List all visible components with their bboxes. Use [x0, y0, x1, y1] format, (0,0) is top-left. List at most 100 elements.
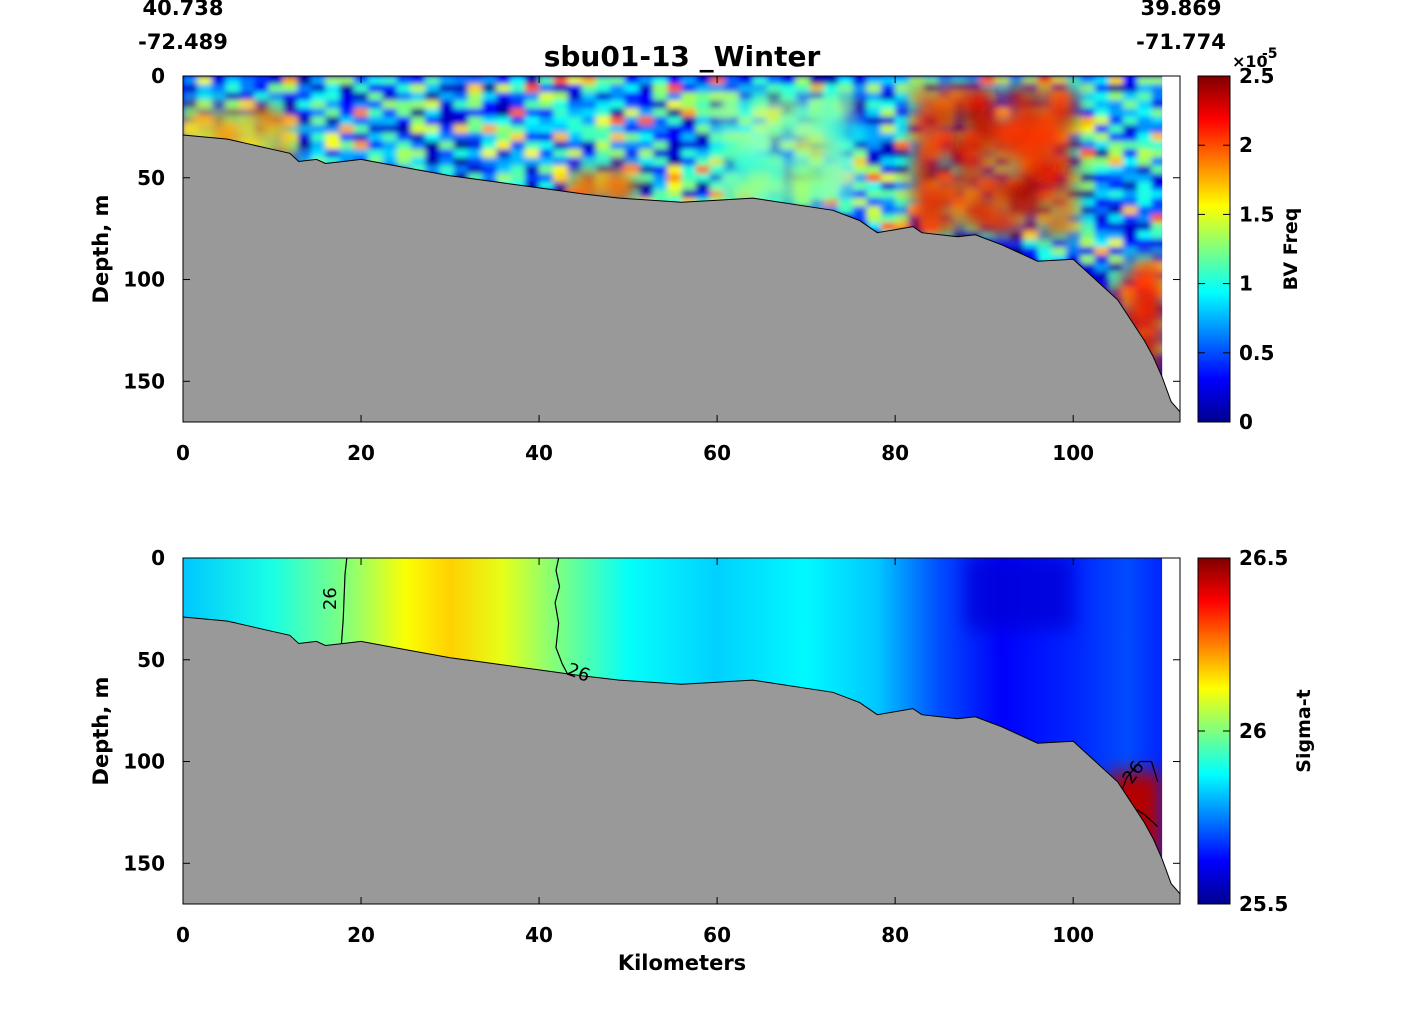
bv-freq-cell [396, 132, 412, 142]
bv-freq-cell [624, 108, 640, 118]
x-tick-label: 20 [347, 923, 375, 947]
bv-freq-cell [1137, 108, 1153, 118]
bv-freq-cell [581, 132, 597, 142]
bv-freq-cell [439, 149, 455, 158]
bv-freq-patch [565, 183, 582, 195]
bv-freq-patch [979, 135, 996, 146]
bv-freq-cell [1023, 246, 1039, 256]
bv-freq-cell [923, 84, 939, 93]
bv-freq-cell [923, 157, 939, 166]
bv-freq-cell [1123, 100, 1139, 109]
bv-freq-patch [579, 183, 596, 195]
bv-freq-patch [743, 153, 760, 164]
bv-freq-cell [610, 124, 626, 134]
bv-freq-patch [979, 175, 996, 186]
bv-freq-patch [939, 110, 956, 121]
bv-freq-patch [993, 135, 1010, 146]
bv-freq-patch [1135, 267, 1152, 278]
bv-freq-cell [695, 165, 711, 175]
bv-freq-patch [1019, 110, 1036, 121]
bv-freq-cell [1137, 116, 1153, 126]
bv-freq-patch [979, 224, 996, 235]
bv-freq-cell [1094, 198, 1110, 207]
bv-freq-cell [1151, 214, 1167, 223]
bv-freq-cell [368, 92, 384, 101]
bv-freq-cell [681, 76, 697, 85]
bv-freq-cell [937, 149, 954, 158]
bv-freq-patch [953, 135, 970, 146]
bv-freq-patch [939, 183, 956, 195]
bv-freq-cell [183, 76, 199, 85]
bv-freq-cell [1137, 173, 1153, 183]
bv-freq-cell [1108, 246, 1124, 256]
bv-freq-cell [296, 100, 313, 109]
bv-freq-cell [1037, 76, 1053, 85]
bv-freq-cell [439, 132, 455, 142]
bv-freq-cell [339, 100, 355, 109]
bv-freq-patch [730, 177, 747, 188]
bv-freq-cell [866, 206, 882, 215]
bv-freq-cell [325, 76, 341, 85]
bv-freq-patch [953, 151, 970, 162]
bv-freq-patch [953, 216, 970, 227]
bv-freq-patch [993, 126, 1010, 138]
bv-freq-patch [757, 177, 774, 188]
bv-freq-cell [1023, 214, 1039, 223]
bv-freq-patch [1019, 118, 1036, 129]
bv-freq-cell [695, 141, 711, 150]
bv-freq-cell [994, 149, 1010, 158]
bv-freq-cell [311, 108, 327, 118]
bv-freq-cell [567, 84, 583, 93]
bv-freq-patch [249, 114, 266, 125]
bv-freq-patch [1046, 216, 1063, 227]
bv-freq-cell [880, 206, 897, 215]
bv-freq-cell [610, 100, 626, 109]
bv-freq-cell [524, 132, 540, 142]
bv-freq-cell [467, 149, 483, 158]
bv-freq-patch [912, 126, 929, 138]
bv-freq-cell [539, 100, 555, 109]
bv-freq-cell [368, 76, 384, 85]
bv-freq-cell [1080, 132, 1096, 142]
bv-freq-patch [579, 175, 596, 186]
bv-freq-cell [311, 92, 327, 101]
bv-freq-cell [567, 141, 583, 150]
axes-bottom: 0 20 40 60 80 100 0 50 100 150 [123, 546, 1180, 947]
bv-freq-cell [496, 124, 512, 134]
bv-freq-cell [610, 157, 626, 166]
bv-freq-patch [1148, 332, 1165, 343]
bv-freq-cell [1066, 141, 1082, 150]
bv-freq-patch [1033, 86, 1050, 97]
bv-freq-cell [1023, 230, 1039, 240]
bv-freq-cell [923, 116, 939, 126]
bv-freq-cell [624, 124, 640, 134]
bv-freq-cell [581, 84, 597, 93]
bv-freq-patch [966, 126, 983, 138]
bv-freq-cell [695, 132, 711, 142]
bv-freq-cell [368, 84, 384, 93]
bv-freq-cell [766, 108, 783, 118]
bv-freq-cell [880, 173, 897, 183]
bv-freq-cell [396, 84, 412, 93]
bv-freq-cell [353, 124, 370, 134]
bv-freq-cell [596, 100, 612, 109]
bv-freq-patch [1059, 102, 1076, 113]
bv-freq-cell [1137, 230, 1153, 240]
bv-freq-patch [783, 120, 800, 131]
colorbar-tick-label: 26 [1239, 719, 1267, 743]
bv-freq-cell [325, 141, 341, 150]
bv-freq-cell [339, 141, 355, 150]
bv-freq-patch [1006, 175, 1023, 186]
bv-freq-cell [254, 124, 270, 134]
bv-freq-patch [979, 94, 996, 105]
bv-freq-patch [263, 114, 280, 125]
bv-freq-cell [596, 92, 612, 101]
bv-freq-cell [1108, 76, 1124, 85]
bv-freq-cell [1137, 84, 1153, 93]
bv-freq-cell [268, 84, 284, 93]
bv-freq-patch [1019, 102, 1036, 113]
bv-freq-patch [823, 137, 840, 148]
bv-freq-cell [596, 157, 612, 166]
bv-freq-patch [912, 118, 929, 129]
bv-freq-patch [743, 128, 760, 140]
